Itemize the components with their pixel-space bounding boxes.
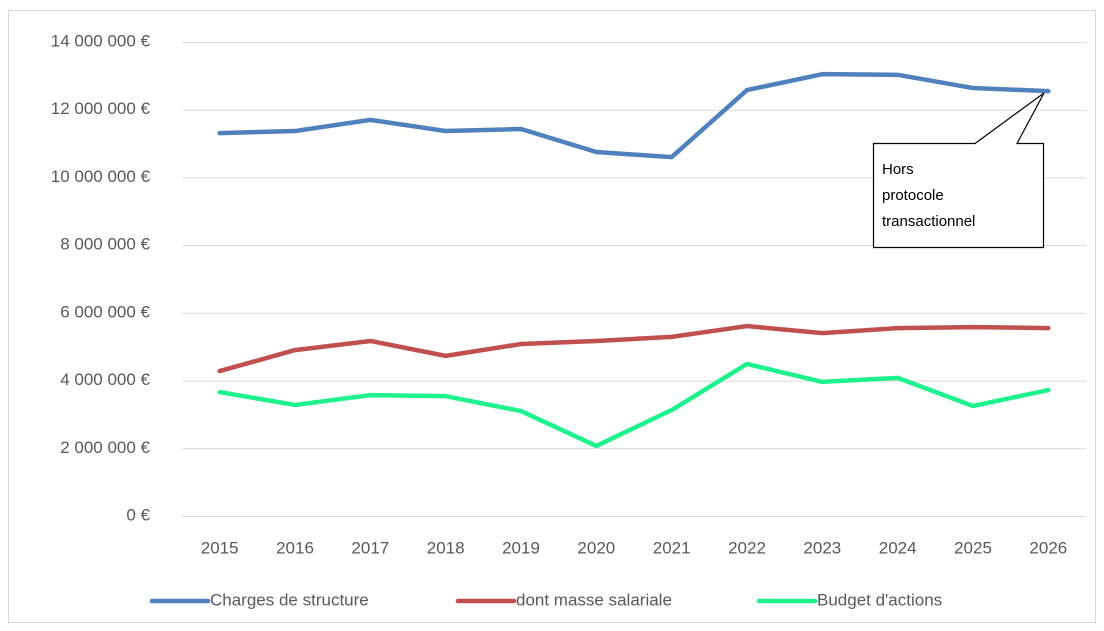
- legend-label: Budget d'actions: [817, 590, 942, 609]
- lines: [217, 71, 1051, 449]
- x-tick-label: 2015: [201, 538, 239, 557]
- annotation-line: transactionnel: [882, 213, 975, 230]
- y-tick-label: 2 000 000 €: [60, 438, 150, 457]
- x-tick-label: 2021: [653, 538, 691, 557]
- callout-box: [872, 92, 1045, 249]
- x-tick-label: 2018: [427, 538, 465, 557]
- chart-border: [8, 10, 1096, 623]
- x-tick-label: 2016: [276, 538, 314, 557]
- legend-label: dont masse salariale: [516, 590, 672, 609]
- x-tick-label: 2019: [502, 538, 540, 557]
- series-line: [217, 361, 1051, 449]
- series-line: [217, 323, 1051, 374]
- legend-label: Charges de structure: [210, 590, 369, 609]
- y-tick-label: 12 000 000 €: [51, 99, 151, 118]
- y-tick-label: 0 €: [126, 505, 150, 524]
- y-tick-label: 4 000 000 €: [60, 370, 150, 389]
- grid: [182, 42, 1086, 517]
- x-tick-label: 2017: [351, 538, 389, 557]
- annotation-line: protocole: [882, 187, 944, 204]
- y-tick-label: 8 000 000 €: [60, 235, 150, 254]
- y-tick-label: 10 000 000 €: [51, 167, 151, 186]
- x-tick-label: 2020: [577, 538, 615, 557]
- x-tick-label: 2022: [728, 538, 766, 557]
- y-tick-label: 14 000 000 €: [51, 31, 151, 50]
- x-tick-label: 2026: [1029, 538, 1067, 557]
- x-tick-label: 2025: [954, 538, 992, 557]
- series-line: [217, 71, 1051, 160]
- annotation-line: Hors: [882, 161, 914, 178]
- x-tick-label: 2023: [803, 538, 841, 557]
- y-tick-label: 6 000 000 €: [60, 302, 150, 321]
- x-tick-label: 2024: [879, 538, 917, 557]
